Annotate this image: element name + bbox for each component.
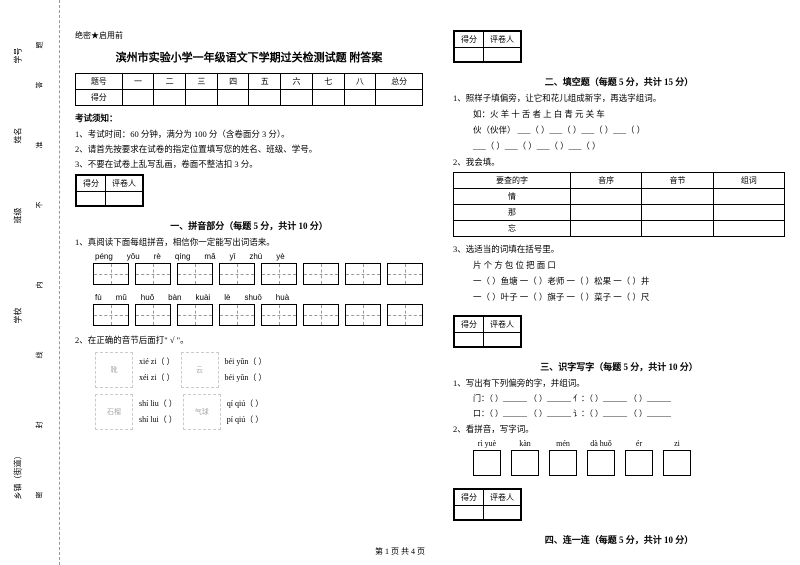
tian-grid [345,304,381,326]
th: 三 [186,74,218,90]
score-table: 题号 一 二 三 四 五 六 七 八 总分 得分 [75,73,423,106]
tian-grid [261,304,297,326]
th: 八 [344,74,376,90]
tian-grid [177,263,213,285]
s2-q3-words: 片 个 方 包 位 把 面 口 [473,259,785,271]
section-4-title: 四、连一连（每题 5 分，共计 10 分） [453,533,785,546]
grader-box: 得分评卷人 [75,174,144,207]
tian-grid [303,304,339,326]
balloon-icon: 气球 [183,394,221,430]
pinyin-row: pénɡyǒurèqínɡmǎyǐzhúyè [95,252,423,261]
seal-mark: 题 [35,42,45,49]
q2-row: 靴 xié zi（ ）xéi zi（ ） 云 béi yǔn（ ）béi yǔn… [95,352,423,388]
th: 一 [122,74,154,90]
boots-icon: 靴 [95,352,133,388]
s2-q1: 1、照样子填偏旁，让它和花儿组成新字，再选字组词。 [453,92,785,104]
notice: 考试须知： 1、考试时间：60 分钟，满分为 100 分（含卷面分 3 分）。 … [75,112,423,170]
th: 四 [217,74,249,90]
pinyin-row: fùmǔhuǒbànkuàilèshuōhuà [95,293,423,302]
score-label: 得分 [77,176,106,192]
notice-title: 考试须知： [75,112,423,124]
tian-grid [135,263,171,285]
s3-q1-r2: 口：（ ）______ （ ）______ 讠：（ ）______ （ ）___… [473,408,785,419]
grader-label: 评卷人 [106,176,143,192]
tian-row [93,304,423,326]
s2-q3-r2: 一（ ）叶子 一（ ）旗子 一（ ）菜子 一（ ）尺 [473,291,785,303]
th: 题号 [76,74,123,90]
margin-label: 乡镇（街道） [13,452,24,500]
cloud-icon: 云 [181,352,219,388]
exam-page: 学号 姓名 班级 学校 乡镇（街道） 题 答 准 不 内 线 封 密 绝密★启用… [0,0,800,565]
write-box [473,450,501,476]
page-footer: 第 1 页 共 4 页 [0,546,800,557]
grader-box: 得分评卷人 [453,315,522,348]
seal-mark: 准 [35,142,45,149]
th: 五 [249,74,281,90]
s3-q2: 2、看拼音，写字词。 [453,423,785,435]
tian-grid [93,263,129,285]
q2-text: 2、在正确的音节后面打" √ "。 [75,334,423,346]
exam-title: 滨州市实验小学一年级语文下学期过关检测试题 附答案 [75,49,423,65]
tian-grid [177,304,213,326]
s2-q1-line: 如：火 羊 十 舌 者 上 白 青 元 关 车 [473,108,785,120]
tian-grid [93,304,129,326]
pomegranate-icon: 石榴 [95,394,133,430]
section-1-title: 一、拼音部分（每题 5 分，共计 10 分） [75,219,423,232]
grader-box: 得分评卷人 [453,30,522,63]
char-boxes: rì yuè kàn mén dà huǒ ér zi [473,439,785,476]
th: 六 [281,74,313,90]
margin-label: 班级 [13,208,24,224]
q1-text: 1、真阅读下面每组拼音，相信你一定能写出词语来。 [75,236,423,248]
write-box [625,450,653,476]
section-2-title: 二、填空题（每题 5 分，共计 15 分） [453,75,785,88]
tian-row [93,263,423,285]
s2-q1-ex: 伙（伙伴） ___（ ）___（ ）___（ ）___（ ） [473,124,785,136]
left-column: 绝密★启用前 滨州市实验小学一年级语文下学期过关检测试题 附答案 题号 一 二 … [60,0,438,565]
th: 二 [154,74,186,90]
th: 总分 [376,74,423,90]
grader-box: 得分评卷人 [453,488,522,521]
tian-grid [135,304,171,326]
margin-label: 学号 [13,48,24,64]
write-box [511,450,539,476]
write-box [587,450,615,476]
tian-grid [219,263,255,285]
notice-item: 1、考试时间：60 分钟，满分为 100 分（含卷面分 3 分）。 [75,128,423,140]
seal-mark: 内 [35,282,45,289]
seal-mark: 密 [35,492,45,499]
q2-row: 石榴 shí liu（ ）shí lui（ ） 气球 qí qiú（ ）pí q… [95,394,423,430]
binding-margin: 学号 姓名 班级 学校 乡镇（街道） 题 答 准 不 内 线 封 密 [0,0,60,565]
s2-q2: 2、我会填。 [453,156,785,168]
tian-grid [219,304,255,326]
tian-grid [261,263,297,285]
write-box [663,450,691,476]
s2-q1-ex2: ___（ ）___（ ）___（ ）___（ ） [473,140,785,152]
seal-mark: 不 [35,202,45,209]
section-3-title: 三、识字写字（每题 5 分，共计 10 分） [453,360,785,373]
margin-label: 学校 [13,308,24,324]
confidential-mark: 绝密★启用前 [75,30,423,41]
s3-q1-r1: 门：（ ）______ （ ）______ 亻：（ ）______ （ ）___… [473,393,785,404]
margin-label: 姓名 [13,128,24,144]
s2-q3: 3、选适当的词填在括号里。 [453,243,785,255]
s2-q3-r1: 一（ ）鱼塘 一（ ）老师 一（ ）松果 一（ ）井 [473,275,785,287]
lookup-table: 要查的字音序音节组词 情 那 忘 [453,172,785,237]
write-box [549,450,577,476]
seal-mark: 答 [35,82,45,89]
tian-grid [345,263,381,285]
seal-mark: 封 [35,422,45,429]
tian-grid [303,263,339,285]
th: 七 [312,74,344,90]
s3-q1: 1、写出有下列偏旁的字，并组词。 [453,377,785,389]
td: 得分 [76,90,123,106]
notice-item: 2、请首先按要求在试卷的指定位置填写您的姓名、班级、学号。 [75,143,423,155]
tian-grid [387,304,423,326]
tian-grid [387,263,423,285]
right-column: 得分评卷人 二、填空题（每题 5 分，共计 15 分） 1、照样子填偏旁，让它和… [438,0,800,565]
notice-item: 3、不要在试卷上乱写乱画，卷面不整洁扣 3 分。 [75,158,423,170]
seal-mark: 线 [35,352,45,359]
